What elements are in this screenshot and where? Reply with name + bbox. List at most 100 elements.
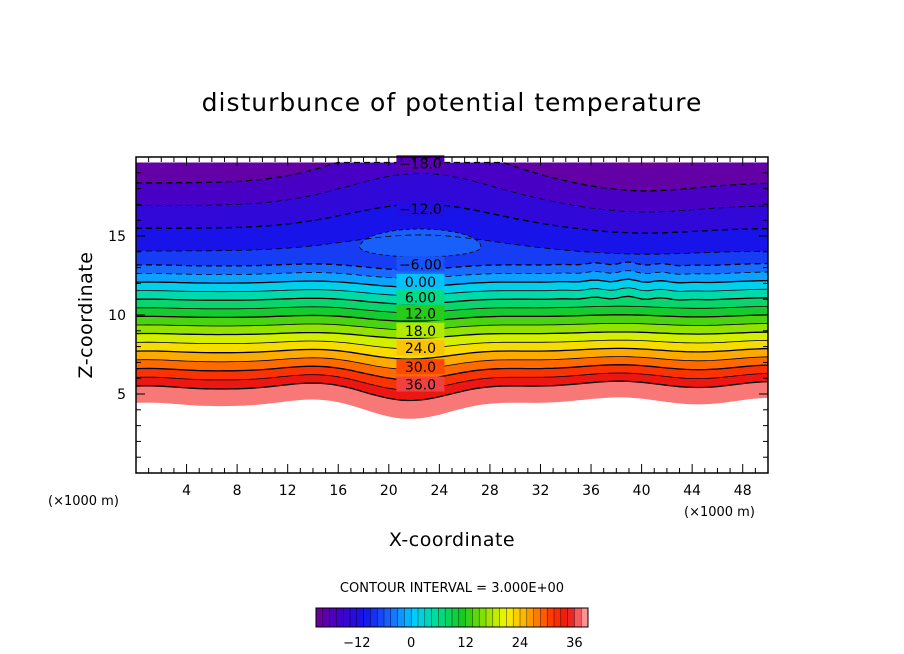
colorbar-tick-label: 0 [407, 636, 415, 651]
contour-label-bg [396, 201, 445, 217]
contour-label: 6.00 [405, 291, 436, 307]
x-tick-label: 16 [329, 483, 347, 499]
colorbar-swatch [479, 608, 487, 627]
contour-line [136, 323, 769, 331]
colorbar-swatch [486, 608, 494, 627]
contour-label-bg [396, 359, 445, 375]
colorbar-swatch [547, 608, 555, 627]
x-tick-label: 48 [734, 483, 752, 499]
colorbar-swatch [411, 608, 419, 627]
contour-line [136, 172, 769, 213]
colorbar-swatch [452, 608, 460, 627]
contour-label: −12.0 [399, 202, 442, 218]
chart-title: disturbunce of potential temperature [202, 88, 703, 117]
colorbar-swatch [560, 608, 568, 627]
colorbar-swatch [499, 608, 507, 627]
colorbar-swatch [322, 608, 330, 627]
contour-label: 36.0 [405, 378, 436, 394]
colorbar-swatch [458, 608, 466, 627]
colorbar-tick-label: 24 [512, 636, 529, 651]
y-axis-ticks: 5 10 15 [108, 172, 768, 458]
colorbar-swatch [316, 608, 324, 627]
x-tick-label: 28 [481, 483, 499, 499]
colorbar-tick-label: 12 [457, 636, 474, 651]
colorbar-swatch [336, 608, 344, 627]
x-unit-left: (×1000 m) [48, 494, 119, 509]
x-axis-label: X-coordinate [389, 529, 515, 551]
colorbar-swatch [554, 608, 562, 627]
colorbar-swatch [404, 608, 412, 627]
colorbar-swatch [574, 608, 582, 627]
colorbar-swatch [424, 608, 432, 627]
x-tick-label: 20 [380, 483, 398, 499]
colorbar-swatch [418, 608, 426, 627]
contour-line [136, 203, 769, 234]
contour-line [135, 372, 769, 391]
colorbar-swatch [356, 608, 364, 627]
contour-line-closed [359, 228, 482, 258]
x-tick-label: 8 [233, 483, 242, 499]
colorbar-swatch [343, 608, 351, 627]
contour-line [136, 314, 769, 322]
colorbar-swatches [315, 608, 589, 627]
contour-line [135, 295, 769, 305]
contour-label-bg [396, 155, 445, 171]
contour-label: 30.0 [405, 360, 436, 376]
contour-line [136, 161, 769, 192]
contour-line [135, 270, 769, 279]
contour-label: 0.00 [405, 275, 436, 291]
contour-label-bg [396, 256, 445, 272]
colorbar-swatch [390, 608, 398, 627]
colorbar-swatch [384, 608, 392, 627]
colorbar-swatch [397, 608, 405, 627]
colorbar-tick-label: −12 [343, 636, 370, 651]
contour-label: 24.0 [405, 341, 436, 357]
contour-line [135, 261, 769, 271]
x-tick-label: 24 [430, 483, 448, 499]
x-tick-label: 40 [633, 483, 651, 499]
colorbar-swatch [472, 608, 480, 627]
colorbar-swatch [350, 608, 358, 627]
contour-band [136, 162, 768, 191]
contour-band [136, 162, 768, 167]
x-tick-label: 36 [582, 483, 600, 499]
y-unit-right: (×1000 m) [684, 505, 755, 520]
colorbar-swatch [533, 608, 541, 627]
contour-line [136, 234, 769, 255]
contour-label-bg [396, 305, 445, 321]
y-tick-label: 15 [108, 229, 126, 245]
colorbar-swatch [526, 608, 534, 627]
contour-line [135, 356, 769, 370]
colorbar-swatch [465, 608, 473, 627]
colorbar-swatch [363, 608, 371, 627]
x-axis-ticks: 4 8 12 16 20 24 28 32 36 40 44 48 [148, 157, 756, 499]
contour-label: −6.00 [399, 257, 442, 273]
colorbar-swatch [377, 608, 385, 627]
colorbar-frame [315, 607, 589, 628]
contour-line [135, 305, 768, 313]
colorbar-swatch [370, 608, 378, 627]
y-tick-label: 5 [117, 387, 126, 403]
colorbar-swatch [329, 608, 337, 627]
colorbar-swatch [540, 608, 548, 627]
contour-lines [135, 161, 769, 402]
x-tick-label: 4 [182, 483, 191, 499]
colorbar-swatch [506, 608, 514, 627]
contour-interval-text: CONTOUR INTERVAL = 3.000E+00 [340, 581, 564, 596]
colorbar-swatch [520, 608, 528, 627]
contour-line [136, 278, 769, 288]
contour-label-bg [396, 322, 445, 338]
colorbar-swatch [492, 608, 500, 627]
contour-label-bg [396, 340, 445, 356]
contour-line [135, 287, 769, 296]
colorbar-swatch [431, 608, 439, 627]
x-tick-label: 44 [683, 483, 701, 499]
colorbar-swatch [445, 608, 453, 627]
contour-label: −18.0 [399, 156, 442, 172]
colorbar-tick-label: 36 [566, 636, 583, 651]
contour-line [135, 339, 769, 350]
x-tick-label: 12 [279, 483, 297, 499]
